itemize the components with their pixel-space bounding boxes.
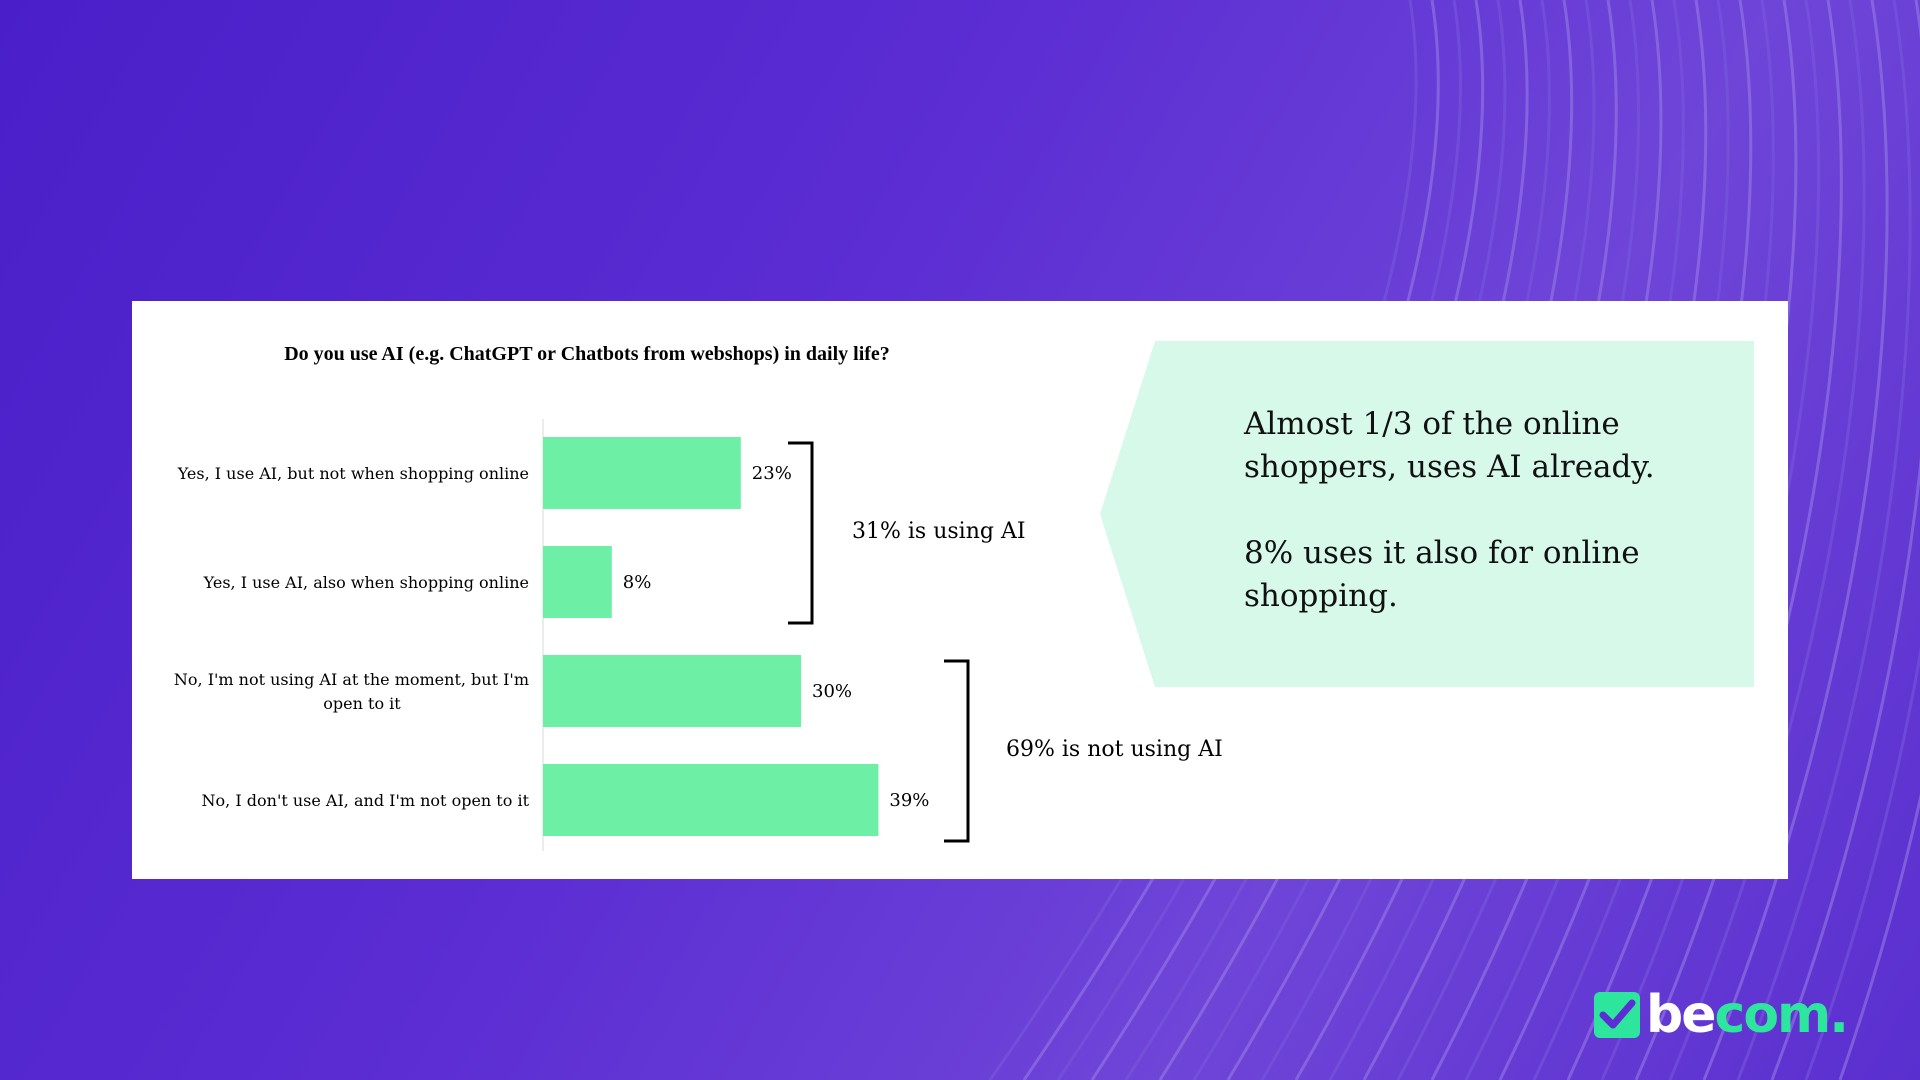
category-label-2: Yes, I use AI, also when shopping online <box>203 573 529 592</box>
chart-title: Do you use AI (e.g. ChatGPT or Chatbots … <box>284 343 890 365</box>
bar-4 <box>543 764 879 836</box>
swirl-line <box>1804 646 1920 1080</box>
group-label-2: 69% is not using AI <box>1006 737 1223 762</box>
bar-2 <box>543 546 612 618</box>
checkmark-logo-icon <box>1594 992 1640 1038</box>
swirl-line <box>1668 0 1866 1080</box>
category-label-3: open to it <box>323 694 401 713</box>
category-label-4: No, I don't use AI, and I'm not open to … <box>202 791 530 810</box>
swirl-line <box>1838 793 1920 1080</box>
bar-chart: 23% Yes, I use AI, but not when shopping … <box>174 419 1223 851</box>
logo-word-com: com. <box>1714 985 1849 1045</box>
callout-shape <box>1100 341 1754 687</box>
bar-1 <box>543 437 741 509</box>
callout-paragraph-1: Almost 1/3 of the online shoppers, uses … <box>1244 406 1655 485</box>
bar-value-label-1: 23% <box>752 463 792 484</box>
bar-value-label-3: 30% <box>812 681 852 702</box>
callout-paragraph-2: 8% uses it also for online shopping. <box>1244 535 1640 614</box>
bar-value-label-2: 8% <box>623 572 652 593</box>
chart-card: 23% Yes, I use AI, but not when shopping … <box>132 301 1788 879</box>
becom-logo: becom. <box>1594 989 1849 1041</box>
bar-3 <box>543 655 801 727</box>
callout-text: Almost 1/3 of the online shoppers, uses … <box>1244 403 1724 618</box>
category-label-3: No, I'm not using AI at the moment, but … <box>174 670 529 689</box>
swirl-line <box>1600 0 1821 1080</box>
group-bracket-1 <box>788 441 814 625</box>
group-label-1: 31% is using AI <box>852 519 1026 544</box>
callout-arrow-box <box>1100 341 1754 687</box>
logo-wordmark: becom. <box>1646 989 1849 1041</box>
category-label-1: Yes, I use AI, but not when shopping onl… <box>177 464 529 483</box>
swirl-line <box>1634 0 1843 1080</box>
swirl-line <box>1736 0 1912 1080</box>
logo-word-be: be <box>1646 985 1716 1045</box>
bar-value-label-4: 39% <box>889 790 929 811</box>
swirl-line <box>1702 0 1889 1080</box>
group-bracket-2 <box>944 659 970 843</box>
